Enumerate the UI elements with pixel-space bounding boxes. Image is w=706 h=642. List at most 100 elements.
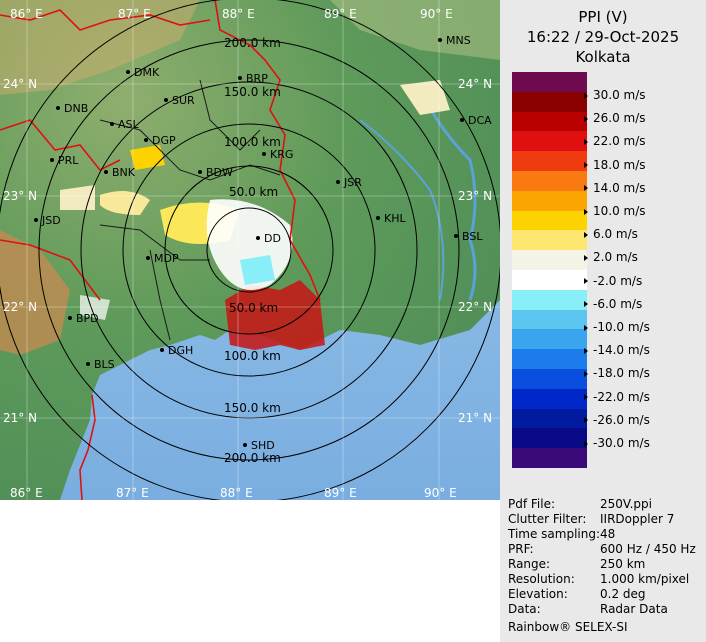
arrow-right-icon: [584, 231, 588, 238]
svg-text:KRG: KRG: [270, 148, 293, 161]
info-key: Data:: [508, 602, 541, 616]
svg-text:BLS: BLS: [94, 358, 115, 371]
info-value: 1.000 km/pixel: [600, 572, 690, 586]
arrow-right-icon: [584, 370, 588, 377]
legend-label-text: -10.0 m/s: [593, 320, 650, 334]
range-label: 150.0 km: [224, 85, 281, 99]
legend-label: -22.0 m/s: [584, 390, 650, 404]
lat-label: 24° N: [3, 77, 37, 91]
legend-swatch: [512, 408, 587, 429]
legend-swatch: [512, 329, 587, 350]
product-title: PPI (V): [578, 8, 628, 26]
lon-label: 86° E: [10, 7, 43, 21]
arrow-right-icon: [584, 278, 588, 285]
station-bls: BLS: [86, 358, 115, 371]
info-key: Clutter Filter:: [508, 512, 587, 526]
legend-label-text: 22.0 m/s: [593, 134, 646, 149]
legend-swatch: [512, 388, 587, 409]
station-markers: MNS DMK BRP DNB SUR ASL DGP DCA PRL BNK …: [34, 34, 492, 452]
info-value: 0.2 deg: [600, 587, 646, 601]
legend-swatch: [512, 349, 587, 369]
legend-label: 2.0 m/s: [584, 250, 638, 264]
river-2: [359, 119, 445, 301]
latitude-labels-left: 24° N 23° N 22° N 21° N: [3, 77, 37, 425]
svg-text:BSL: BSL: [462, 230, 483, 243]
svg-text:PRL: PRL: [58, 154, 79, 167]
svg-text:MNS: MNS: [446, 34, 471, 47]
arrow-right-icon: [584, 208, 588, 215]
credit: Rainbow® SELEX-SI: [508, 620, 628, 634]
svg-text:SUR: SUR: [172, 94, 195, 107]
legend-swatch: [512, 170, 587, 191]
arrow-right-icon: [584, 417, 588, 424]
lat-label: 22° N: [458, 300, 492, 314]
lon-label: 89° E: [324, 486, 357, 500]
range-label: 50.0 km: [229, 185, 278, 199]
station-bdw: BDW: [198, 166, 233, 179]
station-asl: ASL: [110, 118, 140, 131]
station-prl: PRL: [50, 154, 79, 167]
svg-text:DCA: DCA: [468, 114, 492, 127]
legend-label: -30.0 m/s: [584, 436, 650, 450]
legend-label-text: -22.0 m/s: [593, 389, 650, 404]
legend-label-text: -30.0 m/s: [593, 436, 650, 450]
sundarbans-delta: [225, 280, 325, 350]
legend-swatch: [512, 131, 587, 152]
lon-label: 88° E: [222, 7, 255, 21]
radar-map: 86° E 87° E 88° E 89° E 90° E 86° E 87° …: [0, 0, 500, 500]
legend-label: 26.0 m/s: [584, 111, 646, 125]
svg-text:DGP: DGP: [152, 134, 176, 147]
arrow-right-icon: [584, 138, 588, 145]
lon-label: 88° E: [220, 486, 253, 500]
info-key: Pdf File:: [508, 497, 556, 511]
station-shd: SHD: [243, 439, 275, 452]
station-name: Kolkata: [575, 48, 631, 66]
lon-label: 89° E: [324, 7, 357, 21]
legend-label: 22.0 m/s: [584, 134, 646, 148]
svg-text:BNK: BNK: [112, 166, 136, 179]
station-sur: SUR: [164, 94, 195, 107]
svg-text:DMK: DMK: [134, 66, 160, 79]
hills-east: [330, 0, 500, 60]
info-key: PRF:: [508, 542, 534, 556]
svg-text:JSD: JSD: [41, 214, 61, 227]
station-bnk: BNK: [104, 166, 136, 179]
range-label: 150.0 km: [224, 401, 281, 415]
legend-label: -6.0 m/s: [584, 297, 642, 311]
arrow-right-icon: [584, 185, 588, 192]
info-value: Radar Data: [600, 602, 668, 616]
station-brp: BRP: [238, 72, 268, 85]
svg-text:KHL: KHL: [384, 212, 406, 225]
station-mdp: MDP: [146, 252, 179, 265]
legend-label-text: -6.0 m/s: [593, 296, 643, 311]
info-value: 600 Hz / 450 Hz: [600, 542, 696, 556]
legend-label-text: -18.0 m/s: [593, 366, 650, 381]
legend-swatch: [512, 428, 587, 449]
info-value: 250V.ppi: [600, 497, 652, 511]
range-labels: 200.0 km 150.0 km 100.0 km 50.0 km 50.0 …: [224, 36, 281, 465]
svg-text:DGH: DGH: [168, 344, 193, 357]
legend-label-text: 30.0 m/s: [593, 88, 646, 102]
legend-label: 14.0 m/s: [584, 181, 646, 195]
lon-label: 90° E: [420, 7, 453, 21]
station-bpd: BPD: [68, 312, 99, 325]
lon-label: 86° E: [10, 486, 43, 500]
station-bsl: BSL: [454, 230, 483, 243]
info-value: IIRDoppler 7: [600, 512, 675, 526]
legend-label-text: 10.0 m/s: [593, 204, 646, 218]
side-panel: PPI (V) 16:22 / 29-Oct-2025 Kolkata 30.0…: [500, 0, 706, 642]
station-khl: KHL: [376, 212, 406, 225]
svg-text:ASL: ASL: [118, 118, 140, 131]
legend-label: 6.0 m/s: [584, 227, 638, 241]
station-dgh: DGH: [160, 344, 193, 357]
legend-label-text: -26.0 m/s: [593, 412, 650, 427]
legend-swatch: [512, 111, 587, 132]
info-key: Elevation:: [508, 587, 568, 601]
arrow-right-icon: [584, 440, 588, 447]
lon-label: 90° E: [424, 486, 457, 500]
legend-label: -2.0 m/s: [584, 274, 642, 288]
info-key: Resolution:: [508, 572, 575, 586]
longitude-labels-top: 86° E 87° E 88° E 89° E 90° E: [10, 7, 453, 21]
arrow-right-icon: [584, 162, 588, 169]
legend-label: -26.0 m/s: [584, 413, 650, 427]
